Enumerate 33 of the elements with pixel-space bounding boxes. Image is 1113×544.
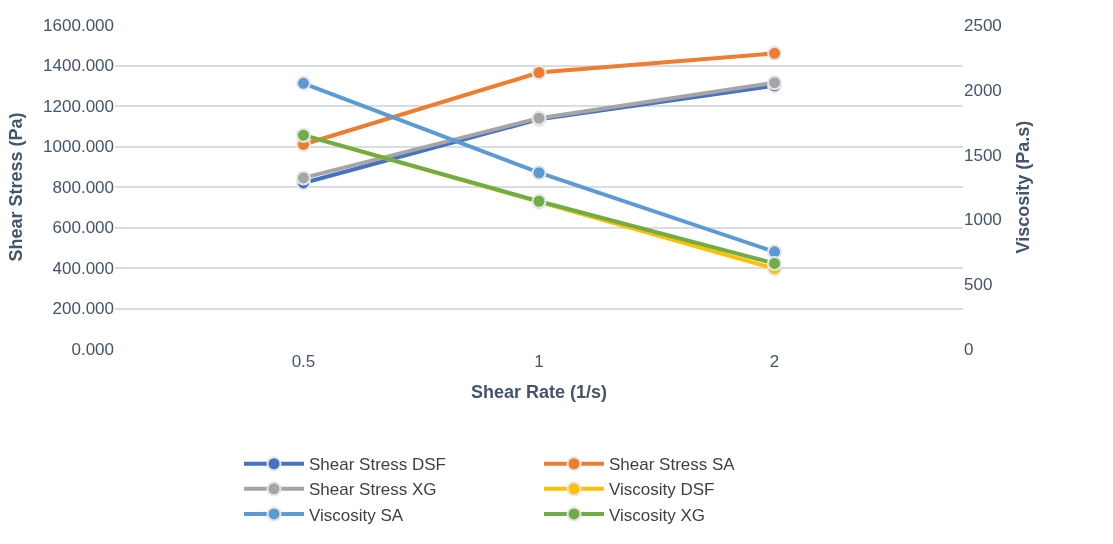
legend-label: Shear Stress SA (609, 455, 736, 475)
legend-label: Viscosity SA (309, 505, 404, 525)
y2-tick-label: 0 (964, 339, 974, 359)
x-tick-label: 2 (769, 352, 780, 371)
y-tick-label: 400.000 (52, 258, 114, 278)
x-tick-label: 1 (534, 352, 544, 371)
point (295, 75, 311, 91)
y-tick-label: 200.000 (52, 299, 114, 319)
y-tick-label: 600.000 (52, 218, 114, 238)
y2-axis-title: Viscosity (Pa.s) (1012, 120, 1033, 254)
point (767, 45, 783, 61)
y-tick-label: 0.000 (71, 339, 114, 359)
y2-tick-label: 2500 (964, 15, 1002, 35)
y2-tick-label: 2000 (964, 80, 1002, 100)
y-tick-label: 1200.000 (43, 96, 114, 116)
y-axis-title: Shear Stress (Pa) (6, 112, 27, 262)
y2-tick-label: 500 (964, 275, 993, 295)
legend-label: Shear Stress DSF (309, 455, 446, 475)
legend-label: Shear Stress XG (309, 480, 437, 500)
y-tick-label: 1600.000 (43, 15, 114, 35)
point (531, 65, 547, 81)
x-axis-title: Shear Rate (1/s) (470, 382, 608, 403)
y2-tick-label: 1000 (964, 210, 1002, 230)
y-tick-label: 1000.000 (43, 137, 114, 157)
x-tick-label: 0.5 (291, 352, 316, 371)
legend-label: Viscosity XG (609, 505, 706, 525)
y2-tick-label: 1500 (964, 145, 1002, 165)
point (295, 170, 311, 186)
legend-label: Viscosity DSF (609, 480, 715, 500)
point (531, 165, 547, 181)
y-tick-label: 1400.000 (43, 56, 114, 76)
point (767, 255, 783, 271)
y-tick-label: 800.000 (52, 177, 114, 197)
